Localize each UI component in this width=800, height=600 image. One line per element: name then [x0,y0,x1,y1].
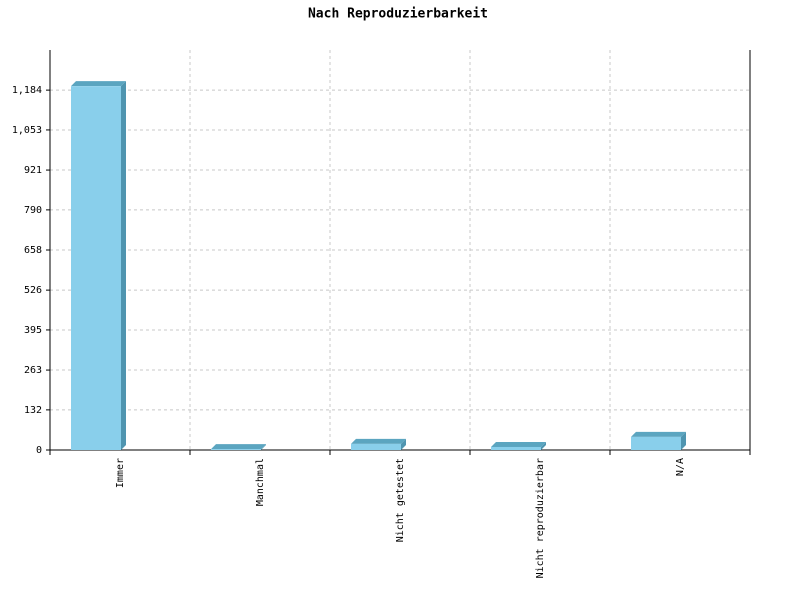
bar-side [681,431,686,450]
bar [631,431,686,450]
bar [351,438,406,450]
bar-top [491,441,546,447]
x-tick-label: Immer [115,458,126,488]
chart-title: Nach Reproduzierbarkeit [308,7,488,22]
bar-top [351,438,406,444]
x-tick-label: N/A [675,458,686,476]
bar-top [631,431,686,437]
y-tick-label: 263 [24,365,42,376]
y-tick-label: 0 [36,445,42,456]
y-tick-label: 658 [24,245,42,256]
bar [491,441,546,450]
y-tick-label: 921 [24,165,42,176]
y-tick-label: 790 [24,205,42,216]
bar-front [491,446,541,450]
y-tick-label: 395 [24,325,42,336]
bar-front [631,436,681,450]
bar-front [351,443,401,450]
bar-front [71,86,121,450]
bar-top [211,444,266,450]
bar-side [261,444,266,450]
bar-top [71,81,126,87]
y-tick-label: 1,184 [12,85,42,96]
bar-side [541,441,546,450]
y-tick-label: 526 [24,285,42,296]
y-tick-label: 132 [24,405,42,416]
bar-side [401,438,406,450]
y-tick-label: 1,053 [12,125,42,136]
bar [71,81,126,450]
bar-front [211,449,261,450]
x-tick-label: Manchmal [255,458,266,506]
bar-side [121,81,126,450]
bar [211,444,266,450]
x-tick-label: Nicht reproduzierbar [535,458,546,578]
x-tick-label: Nicht getestet [395,458,406,542]
